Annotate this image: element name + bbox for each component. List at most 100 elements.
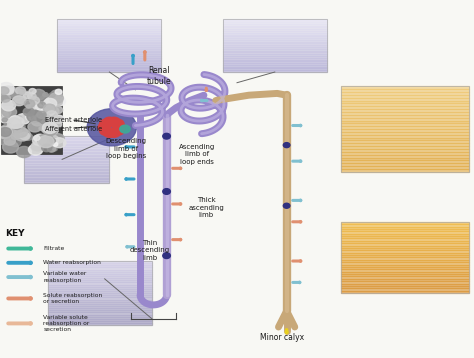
Circle shape bbox=[31, 117, 43, 126]
Bar bbox=[341, 163, 469, 166]
Text: Ascending
limb of
loop ends: Ascending limb of loop ends bbox=[179, 144, 215, 165]
Bar bbox=[57, 28, 161, 29]
Circle shape bbox=[40, 111, 50, 118]
Circle shape bbox=[100, 119, 112, 129]
Bar bbox=[341, 272, 469, 274]
Circle shape bbox=[5, 124, 21, 136]
Bar bbox=[341, 227, 469, 229]
Circle shape bbox=[44, 98, 57, 108]
Bar bbox=[341, 253, 469, 255]
Circle shape bbox=[52, 121, 62, 128]
Circle shape bbox=[43, 93, 48, 97]
Bar bbox=[24, 175, 109, 176]
Bar bbox=[57, 67, 161, 68]
Bar bbox=[24, 150, 109, 152]
Bar bbox=[24, 155, 109, 156]
Circle shape bbox=[163, 253, 170, 258]
Circle shape bbox=[47, 107, 59, 115]
Circle shape bbox=[24, 135, 28, 139]
Bar bbox=[341, 146, 469, 149]
Bar bbox=[223, 70, 327, 72]
Bar bbox=[341, 149, 469, 152]
Bar bbox=[57, 19, 161, 20]
Bar bbox=[223, 54, 327, 56]
Bar bbox=[341, 248, 469, 250]
Bar bbox=[223, 40, 327, 42]
Circle shape bbox=[6, 126, 11, 130]
Circle shape bbox=[113, 123, 126, 132]
Text: Filtrate: Filtrate bbox=[43, 246, 64, 251]
Text: Afferent arteriole: Afferent arteriole bbox=[46, 126, 102, 132]
Circle shape bbox=[163, 189, 170, 194]
Bar bbox=[24, 149, 109, 150]
Circle shape bbox=[24, 91, 29, 95]
Bar bbox=[24, 136, 109, 138]
Bar bbox=[223, 63, 327, 65]
Bar bbox=[24, 165, 109, 167]
Circle shape bbox=[87, 109, 137, 146]
Circle shape bbox=[9, 116, 20, 124]
Circle shape bbox=[49, 119, 55, 124]
Bar bbox=[341, 234, 469, 236]
Bar bbox=[223, 35, 327, 37]
Bar bbox=[341, 260, 469, 262]
Bar bbox=[223, 52, 327, 54]
Circle shape bbox=[24, 100, 35, 108]
Bar bbox=[24, 176, 109, 178]
Circle shape bbox=[38, 136, 54, 147]
Bar bbox=[341, 101, 469, 103]
Circle shape bbox=[2, 124, 10, 130]
Bar bbox=[341, 103, 469, 106]
Bar bbox=[57, 31, 161, 33]
Bar bbox=[223, 61, 327, 63]
Circle shape bbox=[45, 140, 54, 147]
Circle shape bbox=[26, 105, 30, 108]
Circle shape bbox=[19, 132, 29, 140]
Bar bbox=[341, 262, 469, 265]
Bar bbox=[48, 306, 152, 308]
Bar bbox=[341, 160, 469, 163]
Bar bbox=[341, 269, 469, 272]
Bar bbox=[48, 300, 152, 302]
Circle shape bbox=[103, 117, 116, 126]
Circle shape bbox=[27, 110, 43, 122]
Circle shape bbox=[16, 114, 30, 124]
Circle shape bbox=[14, 94, 27, 103]
Bar bbox=[341, 143, 469, 146]
Circle shape bbox=[2, 141, 18, 153]
Bar bbox=[341, 246, 469, 248]
Circle shape bbox=[47, 95, 63, 107]
Circle shape bbox=[39, 120, 48, 127]
Text: Variable solute
reabsorption or
secretion: Variable solute reabsorption or secretio… bbox=[43, 315, 90, 332]
Bar bbox=[341, 267, 469, 269]
Bar bbox=[48, 278, 152, 280]
Bar bbox=[48, 287, 152, 289]
Bar bbox=[48, 321, 152, 323]
Bar bbox=[341, 166, 469, 169]
Circle shape bbox=[50, 139, 55, 143]
Bar bbox=[57, 56, 161, 58]
Bar bbox=[24, 139, 109, 141]
Bar bbox=[223, 47, 327, 49]
Circle shape bbox=[44, 126, 57, 136]
Circle shape bbox=[12, 120, 23, 128]
Bar bbox=[223, 19, 327, 20]
Bar bbox=[24, 173, 109, 175]
Circle shape bbox=[120, 125, 130, 133]
Bar bbox=[223, 29, 327, 31]
Bar bbox=[48, 291, 152, 293]
Bar bbox=[24, 144, 109, 145]
Bar bbox=[223, 65, 327, 67]
Circle shape bbox=[37, 103, 42, 107]
Bar bbox=[341, 241, 469, 243]
Bar bbox=[48, 293, 152, 295]
Bar bbox=[48, 310, 152, 313]
Bar bbox=[48, 285, 152, 287]
Bar bbox=[24, 156, 109, 158]
Bar bbox=[341, 152, 469, 155]
Bar bbox=[341, 286, 469, 288]
Circle shape bbox=[49, 93, 64, 103]
Circle shape bbox=[37, 113, 51, 124]
Circle shape bbox=[34, 115, 43, 121]
Bar bbox=[341, 118, 469, 121]
